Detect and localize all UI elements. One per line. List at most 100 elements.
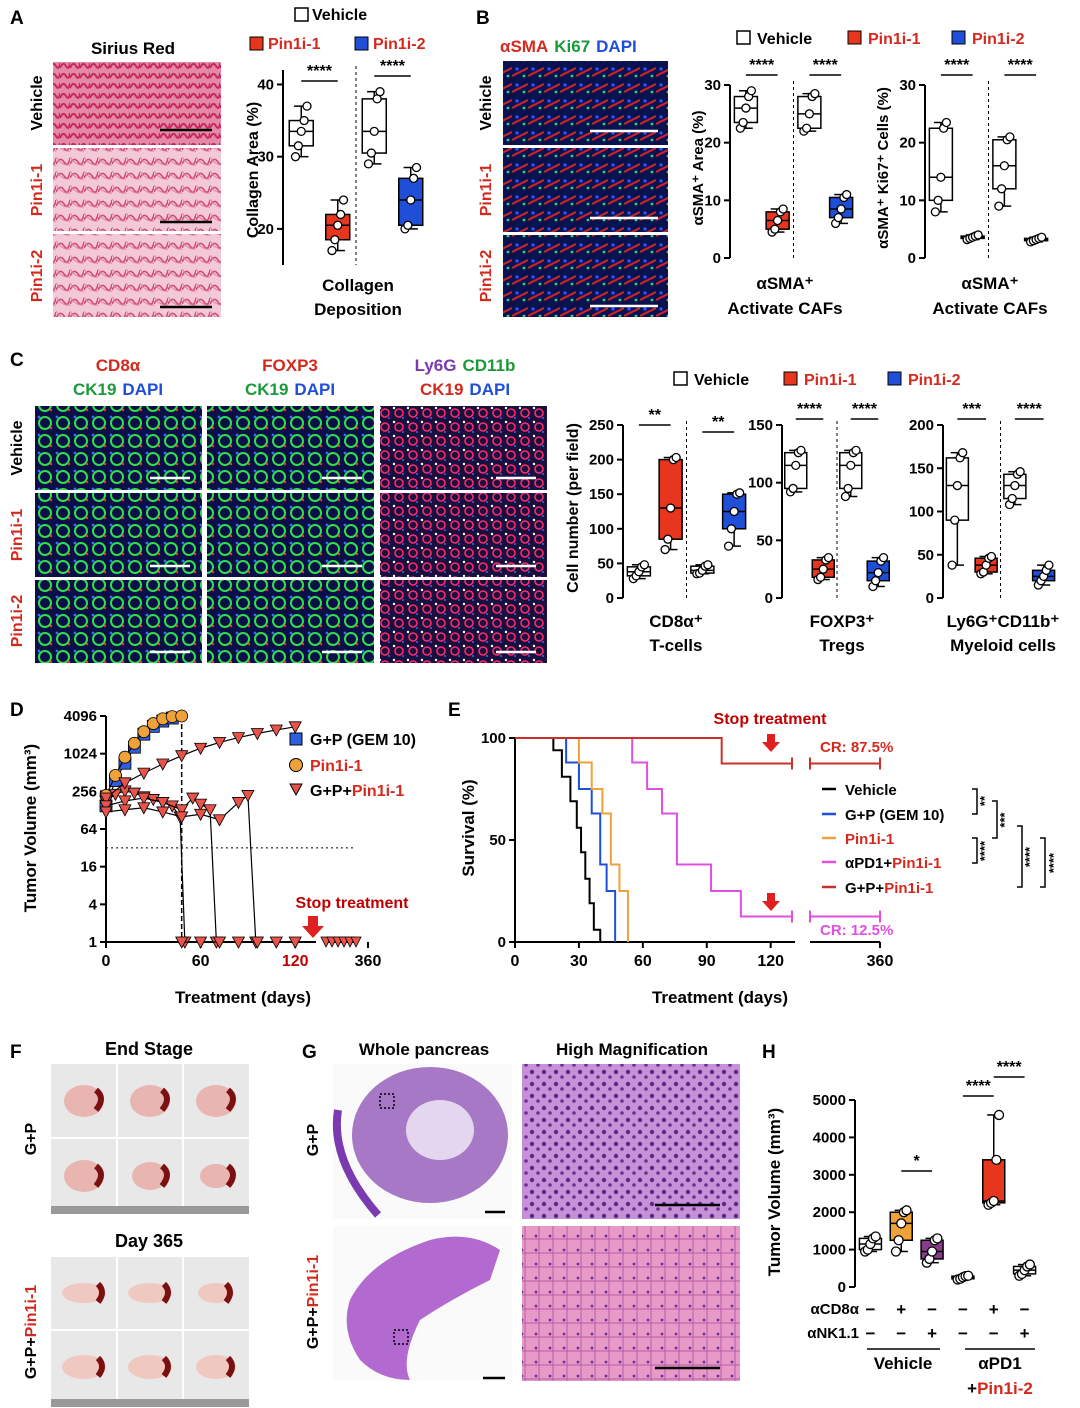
series-line bbox=[105, 790, 186, 943]
x-tick-label: 360 bbox=[355, 953, 382, 970]
legend-swatch-pin1i-1 bbox=[783, 371, 798, 386]
stain-ly6g: Ly6G bbox=[415, 356, 457, 375]
y-tick-label: 0 bbox=[765, 590, 773, 607]
legend-gp: G+P (GEM 10) bbox=[310, 732, 416, 749]
y-tick-label: 250 bbox=[589, 417, 614, 434]
legend-swatch-vehicle bbox=[736, 30, 751, 45]
x-tick-label: 0 bbox=[511, 953, 520, 970]
data-point bbox=[406, 195, 416, 205]
y-tick-label: 256 bbox=[72, 783, 97, 800]
panel-c-letter: C bbox=[10, 350, 24, 371]
legend-vehicle: Vehicle bbox=[845, 782, 897, 799]
sign-nk: + bbox=[927, 1324, 937, 1343]
y-tick-label: 4000 bbox=[813, 1129, 846, 1146]
data-point bbox=[212, 737, 227, 750]
data-point bbox=[738, 117, 748, 128]
y-tick-label: 100 bbox=[481, 730, 506, 747]
sig-label: * bbox=[914, 1153, 921, 1170]
y-tick-label: 50 bbox=[489, 832, 506, 849]
fluor-image bbox=[35, 493, 202, 577]
data-point bbox=[991, 1154, 1002, 1165]
panel-h: H Tumor Volume (mm³) αCD8α αNK1.1 − + − − + −… bbox=[762, 1042, 1037, 1398]
data-point bbox=[212, 814, 227, 827]
data-point bbox=[958, 448, 968, 458]
data-point bbox=[403, 220, 413, 230]
chart-collagen: 20 30 40 **** **** bbox=[257, 58, 424, 265]
x-axis-label: Myeloid cells bbox=[950, 636, 1056, 655]
data-point bbox=[963, 1270, 974, 1281]
y-tick-label: 100 bbox=[589, 521, 614, 538]
sig-label: **** bbox=[1008, 57, 1034, 74]
fluor-image bbox=[380, 493, 547, 577]
row-label-acd8: αCD8α bbox=[811, 1301, 860, 1318]
fluor-image-pin1i-2 bbox=[503, 235, 668, 317]
fluor-image bbox=[35, 580, 202, 663]
chart-cd8: 0 50 100 150 200 250 ** ** bbox=[589, 407, 747, 607]
survival-legend: Vehicle G+P (GEM 10) Pin1i-1 αPD1+Pin1i-… bbox=[822, 782, 944, 897]
fluor-image bbox=[207, 580, 374, 663]
panel-f: F End Stage G+P Day 365 G+P+Pin1i-1 bbox=[10, 1039, 249, 1407]
y-tick-label: 40 bbox=[257, 76, 274, 93]
fluor-image bbox=[207, 493, 374, 577]
data-point bbox=[933, 195, 943, 205]
legend-vehicle: Vehicle bbox=[757, 31, 812, 48]
y-axis-label: Tumor Volume (mm³) bbox=[21, 744, 40, 912]
sig-label: **** bbox=[997, 1059, 1023, 1076]
data-point bbox=[408, 173, 419, 183]
stain-label: CK19 DAPI bbox=[73, 380, 163, 399]
data-point bbox=[250, 728, 265, 741]
data-point bbox=[726, 524, 737, 534]
data-point bbox=[890, 1246, 902, 1257]
row-label-vehicle: Vehicle bbox=[478, 75, 495, 130]
fluor-image bbox=[207, 406, 374, 490]
legend-gp-pin1i: G+P+Pin1i-1 bbox=[310, 783, 404, 800]
data-point bbox=[873, 567, 883, 578]
data-point bbox=[175, 811, 189, 824]
high-mag-gp-pin1i bbox=[522, 1226, 740, 1381]
sig-label: ** bbox=[712, 414, 725, 431]
data-point bbox=[901, 1205, 912, 1216]
col-label-whole: Whole pancreas bbox=[359, 1040, 489, 1059]
y-tick-label: 150 bbox=[748, 417, 773, 434]
survival-curve bbox=[515, 737, 629, 942]
sign-cd8: + bbox=[989, 1300, 999, 1319]
row-label-gp: G+P bbox=[23, 1122, 40, 1155]
fluor-image bbox=[380, 406, 547, 490]
stain-label: CK19 DAPI bbox=[245, 380, 335, 399]
legend-pin1i-2: Pin1i-2 bbox=[373, 36, 426, 53]
legend-pin1i-1: Pin1i-1 bbox=[804, 372, 857, 389]
fluor-image-pin1i-1 bbox=[503, 148, 668, 232]
sig-label: **** bbox=[852, 401, 878, 418]
data-point bbox=[156, 797, 170, 810]
stop-treatment-label: Stop treatment bbox=[296, 895, 410, 912]
data-point bbox=[193, 742, 208, 756]
row-label-gp-pin1i: G+P+Pin1i-1 bbox=[305, 1255, 322, 1349]
data-point bbox=[870, 1231, 881, 1242]
data-point bbox=[1007, 493, 1017, 504]
y-axis-label: Tumor Volume (mm³) bbox=[765, 1108, 784, 1276]
panel-d-letter: D bbox=[10, 700, 24, 721]
data-point bbox=[118, 795, 132, 808]
legend-swatch-pin1i-2 bbox=[887, 371, 902, 386]
sign-nk: − bbox=[958, 1324, 968, 1343]
fluor-image bbox=[35, 406, 202, 490]
data-point bbox=[1024, 1259, 1036, 1270]
sirius-title: Sirius Red bbox=[91, 39, 175, 58]
data-point bbox=[870, 576, 881, 586]
data-point bbox=[99, 792, 113, 805]
row-label-gp-part: G+P+ bbox=[305, 1307, 322, 1349]
necrotic-core bbox=[406, 1100, 474, 1160]
row-label-pin1i-part: Pin1i-1 bbox=[23, 1285, 40, 1338]
stain-dapi: DAPI bbox=[294, 380, 335, 399]
stain-ck19: CK19 bbox=[73, 380, 116, 399]
data-point bbox=[950, 515, 960, 525]
panel-c: C CD8α CK19 DAPI FOXP3 CK19 DAPI Ly6G CD11b… bbox=[9, 350, 1059, 663]
data-point bbox=[941, 117, 952, 128]
fluor-image-vehicle bbox=[503, 61, 668, 145]
data-point bbox=[366, 148, 377, 158]
legend-swatch-pin1i-2 bbox=[354, 36, 369, 51]
x-axis-label: αSMA⁺ bbox=[756, 274, 813, 293]
chart-survival: 0 50 100 0 30 60 90 120 360 bbox=[481, 730, 893, 970]
sig-label: **** bbox=[307, 63, 333, 80]
panel-b-letter: B bbox=[476, 8, 490, 29]
